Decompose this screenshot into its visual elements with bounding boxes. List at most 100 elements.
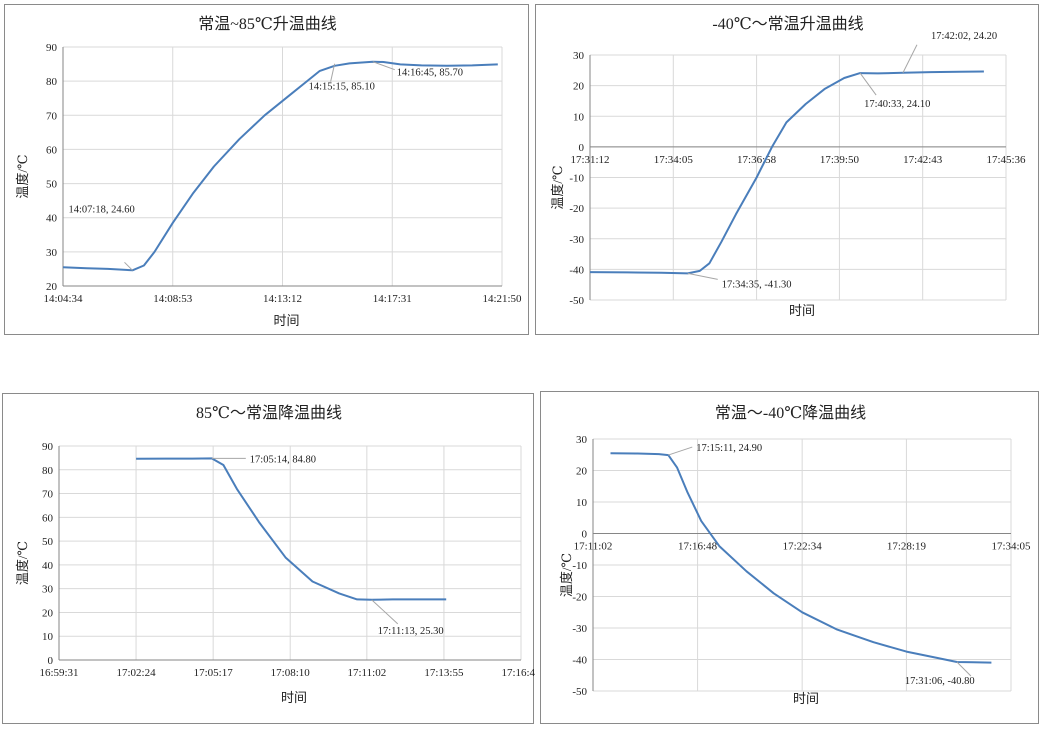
x-tick-label: 17:28:19 xyxy=(887,541,927,553)
y-tick-label: 0 xyxy=(48,655,54,667)
y-tick-label: 60 xyxy=(42,512,54,524)
y-tick-label: 80 xyxy=(42,465,54,477)
data-label-leader xyxy=(330,63,336,82)
data-label: 17:05:14, 84.80 xyxy=(250,454,316,465)
y-tick-label: 80 xyxy=(46,76,58,88)
x-tick-label: 17:08:10 xyxy=(271,667,311,679)
y-axis-title: 温度/℃ xyxy=(550,165,565,209)
y-tick-label: 60 xyxy=(46,144,58,156)
x-tick-label: 17:16:48 xyxy=(678,541,718,553)
y-axis-title: 温度/℃ xyxy=(559,553,574,597)
y-tick-label: 40 xyxy=(46,213,58,225)
data-label: 17:15:11, 24.90 xyxy=(696,443,762,454)
x-tick-label: 17:11:02 xyxy=(347,667,386,679)
x-tick-label: 17:16:48 xyxy=(501,667,535,679)
data-label: 17:31:06, -40.80 xyxy=(905,676,975,687)
x-tick-label: 17:22:34 xyxy=(783,541,823,553)
y-tick-label: 0 xyxy=(579,142,585,154)
x-tick-label: 17:45:36 xyxy=(986,154,1026,166)
data-label: 14:15:15, 85.10 xyxy=(309,82,375,93)
data-label-leader xyxy=(668,446,693,456)
y-tick-label: 20 xyxy=(46,281,58,293)
y-tick-label: -30 xyxy=(572,623,587,635)
y-tick-label: -10 xyxy=(572,560,587,572)
x-tick-label: 17:02:24 xyxy=(117,667,157,679)
y-tick-label: 50 xyxy=(42,536,54,548)
chart-panel-1: -40℃～常温升温曲线 -50 -40 -30 -20 -10 0 10 20 30 17:31:1… xyxy=(535,4,1039,335)
x-axis-title: 时间 xyxy=(789,303,815,318)
x-tick-label: 17:13:55 xyxy=(424,667,464,679)
y-tick-label: 90 xyxy=(46,42,58,54)
y-tick-label: -40 xyxy=(572,655,587,667)
series-line xyxy=(136,457,447,601)
chart-title: 常温～-40℃降温曲线 xyxy=(715,404,866,422)
y-tick-label: 20 xyxy=(42,607,54,619)
y-tick-label: 30 xyxy=(576,434,588,446)
x-axis-title: 时间 xyxy=(281,690,307,705)
chart-2: 85℃～常温降温曲线 0 10 20 30 40 50 60 70 80 90 16:59:31 17:… xyxy=(15,404,541,705)
y-tick-label: 10 xyxy=(42,631,54,643)
chart-0: 常温~85℃升温曲线 20 30 40 50 60 70 80 90 14:04:34 14:08:… xyxy=(15,15,522,328)
y-tick-label: -30 xyxy=(569,234,584,246)
x-tick-label: 16:59:31 xyxy=(39,667,78,679)
data-label-leader xyxy=(902,44,918,73)
data-label-leader xyxy=(859,72,877,96)
y-tick-label: 50 xyxy=(46,179,58,191)
y-tick-label: -40 xyxy=(569,264,584,276)
data-label: 14:16:45, 85.70 xyxy=(397,68,463,79)
y-axis-title: 温度/℃ xyxy=(15,154,30,198)
chart-title: -40℃～常温升温曲线 xyxy=(712,15,863,33)
y-tick-label: 0 xyxy=(582,529,588,541)
y-tick-label: -50 xyxy=(569,295,584,307)
y-tick-label: 20 xyxy=(576,466,588,478)
data-label: 17:11:13, 25.30 xyxy=(378,626,444,637)
y-tick-label: -50 xyxy=(572,686,587,698)
x-tick-label: 17:34:05 xyxy=(991,541,1031,553)
y-tick-label: 10 xyxy=(573,111,585,123)
x-tick-label: 17:39:50 xyxy=(820,154,860,166)
chart-panel-2: 85℃～常温降温曲线 0 10 20 30 40 50 60 70 80 90 16:59:31 17:… xyxy=(2,393,541,724)
x-tick-label: 14:04:34 xyxy=(43,293,83,305)
y-tick-label: 40 xyxy=(42,560,54,572)
x-axis-title: 时间 xyxy=(793,691,819,706)
y-tick-label: -20 xyxy=(572,592,587,604)
y-tick-label: -10 xyxy=(569,173,584,185)
y-tick-label: 30 xyxy=(46,247,58,259)
y-tick-label: -20 xyxy=(569,203,584,215)
y-tick-label: 30 xyxy=(573,50,585,62)
x-axis-title: 时间 xyxy=(273,313,299,328)
chart-1: -40℃～常温升温曲线-50-40-30-20-10010203017:31:1… xyxy=(550,15,1026,318)
chart-title: 85℃～常温降温曲线 xyxy=(196,404,342,422)
y-tick-label: 20 xyxy=(573,81,585,93)
chart-title: 常温~85℃升温曲线 xyxy=(198,15,337,33)
x-tick-label: 17:42:43 xyxy=(903,154,943,166)
data-label: 17:42:02, 24.20 xyxy=(931,31,997,42)
x-tick-label: 14:08:53 xyxy=(153,293,193,305)
x-tick-label: 14:21:50 xyxy=(482,293,522,305)
data-label-leader xyxy=(372,61,395,71)
y-tick-label: 30 xyxy=(42,584,54,596)
data-label: 17:34:35, -41.30 xyxy=(722,279,792,290)
y-tick-label: 90 xyxy=(42,441,54,453)
x-tick-label: 17:34:05 xyxy=(654,154,694,166)
chart-panel-0: 常温~85℃升温曲线 20 30 40 50 60 70 80 90 14:04:34 14:08:… xyxy=(4,4,529,335)
x-tick-label: 14:13:12 xyxy=(263,293,302,305)
y-tick-label: 10 xyxy=(576,497,588,509)
chart-3: 常温～-40℃降温曲线-50-40-30-20-10010203017:11:0… xyxy=(559,404,1031,706)
y-tick-label: 70 xyxy=(42,489,54,501)
data-label: 14:07:18, 24.60 xyxy=(68,204,134,215)
x-tick-label: 17:36:58 xyxy=(737,154,777,166)
series-line xyxy=(610,452,992,664)
y-axis-title: 温度/℃ xyxy=(15,541,30,585)
data-label: 17:40:33, 24.10 xyxy=(864,99,930,110)
y-tick-label: 70 xyxy=(46,110,58,122)
series-line xyxy=(62,60,498,272)
chart-panel-3: 常温～-40℃降温曲线 -50 -40 -30 -20 -10 0 10 20 30 17:11:0… xyxy=(540,391,1039,724)
data-label-leader xyxy=(687,272,718,280)
x-tick-label: 17:05:17 xyxy=(194,667,234,679)
data-label-leader xyxy=(124,261,133,271)
data-label-leader xyxy=(371,599,399,625)
series-line xyxy=(589,70,984,275)
data-label-leader xyxy=(956,661,972,677)
x-tick-label: 14:17:31 xyxy=(373,293,412,305)
